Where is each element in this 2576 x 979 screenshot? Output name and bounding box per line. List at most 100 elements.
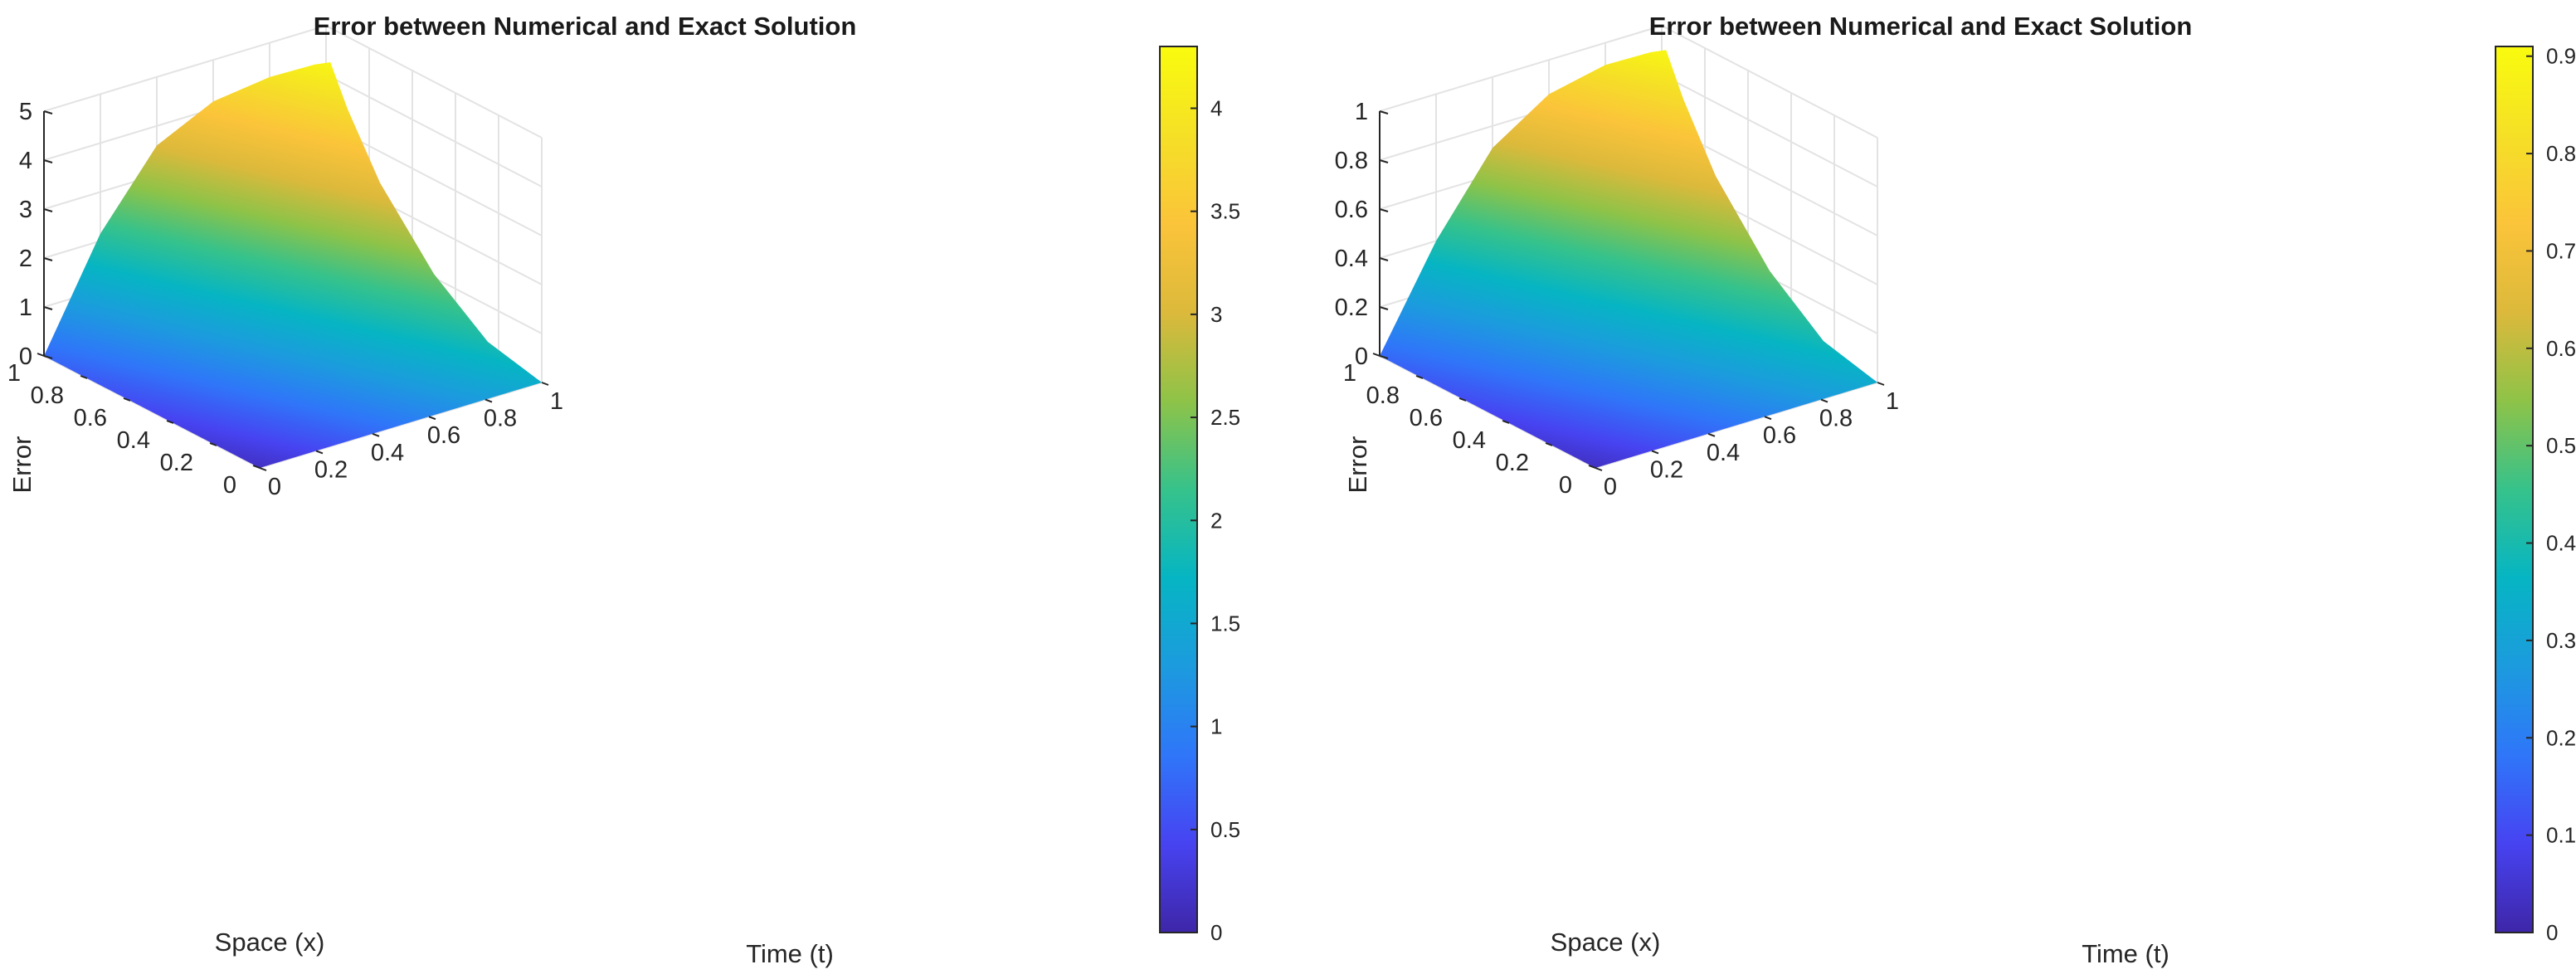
z-tick-mark <box>1379 306 1389 310</box>
x-tick-mark <box>80 375 88 379</box>
colorbar-tick-label: 1 <box>1210 714 1222 739</box>
z-tick-label: 1 <box>1355 99 1368 125</box>
t-tick-label: 0.2 <box>314 456 348 483</box>
t-tick-label: 0 <box>1604 474 1617 500</box>
colorbar: 0 0.5 1 1.5 2 2.5 3 3.5 4 <box>1159 46 1240 945</box>
x-tick-mark <box>252 465 261 469</box>
x-axis-label: Space (x) <box>1551 928 1661 957</box>
z-tick-mark <box>1379 257 1389 261</box>
z-axis-label: Error <box>1343 436 1372 494</box>
x-tick-label: 0.2 <box>160 450 193 476</box>
z-tick-mark <box>43 110 53 114</box>
x-ticks: 0 0.2 0.4 0.6 0.8 1 <box>1343 353 1596 499</box>
x-tick-mark <box>1502 420 1510 424</box>
t-tick-label: 0.2 <box>1650 456 1683 483</box>
colorbar-tick-label: 1.5 <box>1210 611 1240 636</box>
x-tick-label: 0 <box>223 472 236 499</box>
x-tick-mark <box>1588 465 1596 469</box>
x-tick-label: 0.8 <box>1366 382 1400 409</box>
colorbar-tick-label: 3.5 <box>1210 199 1240 224</box>
z-tick-mark <box>43 208 53 212</box>
z-tick-mark <box>43 159 53 163</box>
surface-sheet <box>44 62 542 468</box>
t-tick-mark <box>1764 416 1772 421</box>
x-tick-mark <box>1372 353 1381 357</box>
t-tick-mark <box>1877 382 1885 386</box>
t-tick-mark <box>1595 467 1603 471</box>
colorbar-tick-label: 0.6 <box>2546 336 2576 361</box>
t-tick-mark <box>259 467 267 471</box>
z-ticks: 0 1 2 3 4 5 <box>19 99 53 370</box>
z-tick-mark <box>43 257 53 261</box>
t-axis-label: Time (t) <box>746 939 834 968</box>
z-tick-mark <box>1379 355 1389 359</box>
t-tick-label: 0 <box>268 474 281 500</box>
colorbar-tick-label: 0.5 <box>1210 817 1240 842</box>
colorbar-tick-label: 0.1 <box>2546 823 2576 848</box>
z-tick-label: 0.8 <box>1335 148 1368 174</box>
z-ticks: 0 0.2 0.4 0.6 0.8 1 <box>1335 99 1389 370</box>
x-tick-label: 0.4 <box>1453 427 1486 454</box>
z-tick-label: 0.2 <box>1335 295 1368 321</box>
t-tick-mark <box>1707 432 1716 437</box>
t-tick-mark <box>541 382 549 386</box>
z-tick-mark <box>1379 159 1389 163</box>
z-tick-label: 1 <box>19 295 32 321</box>
colorbar-tick-label: 0.3 <box>2546 628 2576 653</box>
chart-title: Error between Numerical and Exact Soluti… <box>314 12 857 41</box>
surface-plot-2: 00.20.40.60.8100.20.40.60.8100.20.40.60.… <box>1335 12 2576 968</box>
colorbar: 0 0.1 0.2 0.3 0.4 0.5 0.6 0.7 0.8 0.9 <box>2495 44 2576 945</box>
z-tick-label: 3 <box>19 197 32 223</box>
t-tick-label: 0.4 <box>1707 440 1740 466</box>
z-tick-label: 5 <box>19 99 32 125</box>
colorbar-tick-label: 4 <box>1210 96 1222 121</box>
z-tick-mark <box>1379 110 1389 114</box>
t-tick-mark <box>1820 398 1829 403</box>
x-tick-label: 1 <box>1343 360 1356 387</box>
t-tick-label: 0.8 <box>484 406 517 432</box>
t-tick-mark <box>1651 450 1659 455</box>
t-tick-label: 0.6 <box>427 422 460 449</box>
t-tick-mark <box>485 398 493 403</box>
colorbar-tick-label: 0 <box>2546 920 2558 945</box>
x-tick-mark <box>1545 442 1553 446</box>
x-ticks: 0 0.2 0.4 0.6 0.8 1 <box>7 353 261 499</box>
z-tick-label: 0.4 <box>1335 246 1368 272</box>
colorbar-tick-label: 3 <box>1210 302 1222 327</box>
z-tick-label: 0 <box>19 343 32 370</box>
t-ticks: 0 0.2 0.4 0.6 0.8 1 <box>259 382 563 500</box>
colorbar-gradient <box>2495 46 2534 933</box>
t-tick-label: 1 <box>550 388 563 415</box>
surface-plot-1: 01234500.20.40.60.8100.20.40.60.81ErrorS… <box>7 12 1240 968</box>
x-axis-label: Space (x) <box>215 928 325 957</box>
x-tick-label: 0.6 <box>74 405 107 431</box>
x-tick-mark <box>1415 375 1424 379</box>
surface-sheet <box>1380 50 1877 469</box>
x-tick-label: 0.6 <box>1410 405 1443 431</box>
colorbar-tick-label: 0.9 <box>2546 44 2576 69</box>
t-tick-label: 1 <box>1886 388 1899 415</box>
x-tick-label: 0.4 <box>117 427 150 454</box>
z-tick-mark <box>1379 208 1389 212</box>
z-tick-label: 0 <box>1355 343 1368 370</box>
t-tick-label: 0.6 <box>1763 422 1796 449</box>
t-ticks: 0 0.2 0.4 0.6 0.8 1 <box>1595 382 1899 500</box>
z-tick-mark <box>43 306 53 310</box>
colorbar-tick-label: 0 <box>1210 920 1222 945</box>
chart-title: Error between Numerical and Exact Soluti… <box>1649 12 2193 41</box>
colorbar-tick-label: 0.2 <box>2546 725 2576 750</box>
z-tick-label: 2 <box>19 246 32 272</box>
x-tick-mark <box>1458 397 1467 402</box>
x-tick-label: 1 <box>7 360 21 387</box>
t-tick-label: 0.8 <box>1819 406 1853 432</box>
z-tick-mark <box>43 355 53 359</box>
error-surface <box>44 62 542 468</box>
t-tick-mark <box>315 450 324 455</box>
z-tick-label: 4 <box>19 148 32 174</box>
z-axis-label: Error <box>7 436 37 494</box>
t-tick-mark <box>428 416 436 421</box>
colorbar-tick-label: 0.7 <box>2546 238 2576 263</box>
colorbar-tick-label: 0.5 <box>2546 433 2576 458</box>
z-tick-label: 0.6 <box>1335 197 1368 223</box>
